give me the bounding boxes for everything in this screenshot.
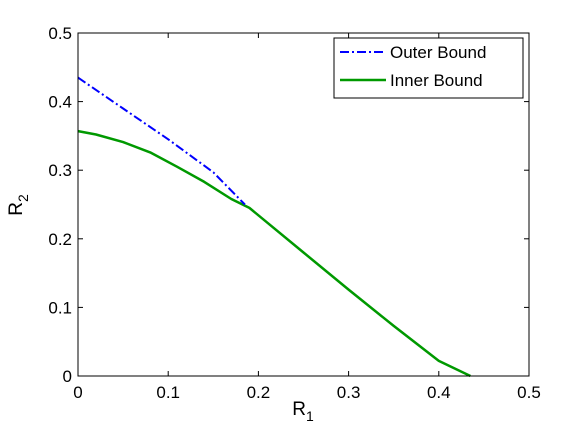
- y-tick-label: 0.2: [48, 230, 72, 249]
- ticks-layer: 0 0.1 0.2 0.3 0.4 0.5 0 0.1 0.2 0.3 0.4 0.5: [48, 24, 540, 402]
- series-line-outer-bound: [77, 76, 246, 206]
- y-tick-label: 0.4: [48, 93, 72, 112]
- y-tick-label: 0: [63, 367, 72, 386]
- y-axis-label-sub: 2: [15, 194, 31, 202]
- legend-label-outer-bound: Outer Bound: [390, 43, 486, 62]
- y-tick-label: 0.5: [48, 24, 72, 43]
- x-tick-label: 0: [73, 383, 82, 402]
- x-tick-label: 0.3: [337, 383, 361, 402]
- series-line-inner-bound: [77, 129, 471, 378]
- series-layer: [77, 76, 471, 378]
- y-tick-label: 0.3: [48, 161, 72, 180]
- legend: Outer Bound Inner Bound: [333, 37, 524, 99]
- x-tick-label: 0.4: [427, 383, 451, 402]
- y-tick-label: 0.1: [48, 298, 72, 317]
- legend-label-inner-bound: Inner Bound: [390, 71, 483, 90]
- x-tick-label: 0.2: [247, 383, 271, 402]
- x-tick-label: 0.5: [517, 383, 541, 402]
- y-axis-label: R2: [6, 194, 31, 216]
- x-axis-label-sub: 1: [306, 408, 314, 424]
- plot-frame: [77, 32, 530, 377]
- x-tick-label: 0.1: [156, 383, 180, 402]
- x-axis-label: R1: [292, 399, 314, 424]
- legend-box: [333, 37, 524, 99]
